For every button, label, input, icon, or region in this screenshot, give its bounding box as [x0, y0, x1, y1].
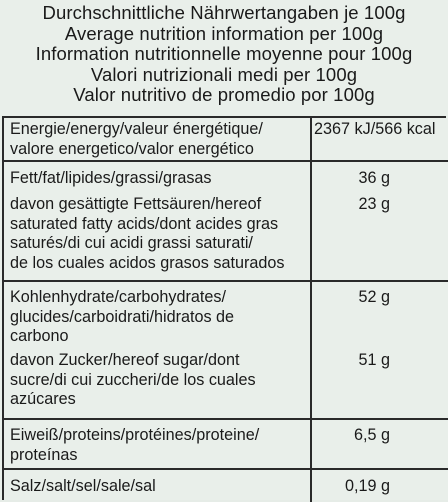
saturated-fat-label-line: de los cuales acidos grasos saturados [10, 253, 285, 272]
saturated-fat-label-line: saturés/di cui acidi grassi saturati/ [10, 234, 253, 252]
energy-label: Energie/energy/valeur énergétique/ valor… [10, 120, 305, 159]
salt-value: 0,19 g [344, 477, 390, 495]
nutrition-table: Energie/energy/valeur énergétique/ valor… [2, 116, 448, 502]
sugar-label-line: azúcares [10, 390, 76, 408]
row-divider [4, 418, 448, 420]
header-line-fr: Information nutritionnelle moyenne pour … [35, 43, 413, 64]
sugar-value: 51 g [358, 351, 390, 369]
carbohydrates-label-line: Kohlenhydrate/carbohydrates/ [10, 288, 226, 306]
header-line-es: Valor nutritivo de promedio por 100g [73, 84, 375, 105]
protein-label-line: proteínas [10, 445, 78, 464]
saturated-fat-value: 23 g [358, 195, 390, 213]
nutrition-header: Durchschnittliche Nährwertangaben je 100… [0, 2, 448, 106]
fat-label-line: Fett/fat/lipides/grassi/grasas [10, 169, 212, 187]
sugar-label-line: sucre/di cui zuccheri/de los cuales [10, 370, 256, 389]
saturated-fat-label-line: davon gesättigte Fettsäuren/hereof [10, 195, 262, 213]
sugar-label: davon Zucker/hereof sugar/dont sucre/di … [10, 351, 305, 410]
row-divider [4, 280, 448, 282]
carbohydrates-label-line: glucides/carboidrati/hidratos de [10, 307, 235, 326]
fat-value: 36 g [358, 169, 390, 187]
fat-label: Fett/fat/lipides/grassi/grasas [10, 169, 305, 189]
column-divider [310, 118, 312, 502]
saturated-fat-label-line: saturated fatty acids/dont acides gras [10, 214, 279, 233]
carbohydrates-value: 52 g [358, 288, 390, 306]
header-line-de: Durchschnittliche Nährwertangaben je 100… [42, 2, 406, 23]
energy-value: 2367 kJ/566 kcal [314, 120, 436, 138]
protein-value: 6,5 g [353, 426, 390, 444]
salt-label: Salz/salt/sel/sale/sal [10, 477, 305, 497]
saturated-fat-label: davon gesättigte Fettsäuren/hereof satur… [10, 195, 305, 273]
row-divider [4, 468, 448, 470]
carbohydrates-label-line: carbono [10, 327, 69, 345]
energy-label-line: Energie/energy/valeur énergétique/ [10, 120, 263, 138]
sugar-label-line: davon Zucker/hereof sugar/dont [10, 351, 240, 369]
header-line-en: Average nutrition information per 100g [64, 22, 384, 44]
protein-label: Eiweiß/proteins/protéines/proteine/ prot… [10, 426, 305, 465]
energy-label-line: valore energetico/valor energético [10, 139, 254, 158]
header-line-it: Valori nutrizionali medi per 100g [90, 63, 358, 85]
salt-label-line: Salz/salt/sel/sale/sal [10, 477, 156, 495]
protein-label-line: Eiweiß/proteins/protéines/proteine/ [10, 426, 260, 444]
carbohydrates-label: Kohlenhydrate/carbohydrates/ glucides/ca… [10, 288, 305, 347]
row-divider [4, 160, 448, 162]
